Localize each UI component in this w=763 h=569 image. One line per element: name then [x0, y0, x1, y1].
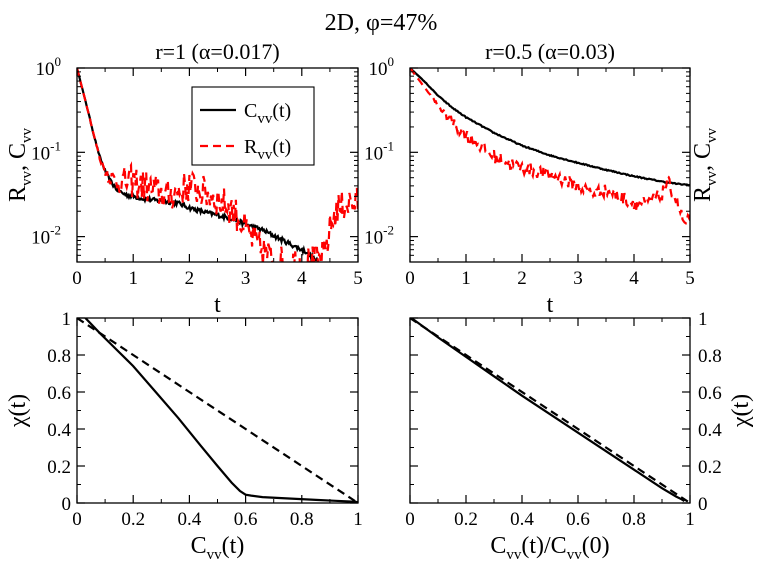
series-r-vv-t--line: [77, 68, 358, 262]
panel-bottom-left: 0 0.2 0.4 0.6 0.8 1 0 0.2 0.4 0.6 0.8 1 Cvv(t) χ(t): [5, 309, 363, 563]
y-tick-label: 1: [698, 309, 708, 330]
y-tick-label: 0.6: [47, 383, 71, 404]
x-tick-label: 1: [128, 268, 138, 289]
x-axis-label: Cvv(t)/Cvv(0): [490, 533, 609, 563]
panel-top-left: 0 1 2 3 4 5 100 10-1 10-2 r=1 (α=0.017) t Rvv, Cvv C…: [5, 39, 363, 318]
x-tick-label: 3: [573, 268, 583, 289]
x-tick-label: 4: [297, 268, 307, 289]
plot-frame: [409, 67, 691, 263]
y-axis-label: χ(t): [728, 394, 754, 428]
y-tick-label: 100: [36, 54, 62, 80]
x-tick-label: 0.6: [566, 509, 590, 530]
x-tick-label: 0.4: [510, 509, 534, 530]
x-tick-label: 0.4: [178, 509, 202, 530]
x-tick-label: 2: [185, 268, 195, 289]
figure-title: 2D, φ=47%: [325, 10, 438, 36]
x-tick-label: 0.8: [622, 509, 646, 530]
x-tick-label: 1: [685, 509, 695, 530]
y-tick-label: 10-2: [364, 223, 394, 249]
legend-label: Rvv(t): [244, 136, 291, 163]
y-tick-label: 10-1: [364, 138, 394, 164]
y-tick-label: 0.2: [698, 457, 722, 478]
plot-frame: [409, 317, 691, 504]
y-tick-label: 10-1: [31, 138, 61, 164]
x-tick-label: 4: [629, 268, 639, 289]
panel-title: r=1 (α=0.017): [155, 39, 279, 64]
y-tick-label: 100: [369, 54, 395, 80]
x-tick-label: 5: [353, 268, 363, 289]
panel-top-right: 0 1 2 3 4 5 100 10-1 10-2 r=0.5 (α=0.03) t Rvv, Cvv: [364, 39, 720, 318]
y-tick-label: 0.6: [698, 383, 722, 404]
legend-label: Cvv(t): [244, 100, 291, 127]
series-c-vv-t--line: [77, 68, 320, 262]
panel-title: r=0.5 (α=0.03): [485, 39, 615, 64]
series-c-vv-t--line: [410, 68, 690, 187]
y-tick-label: 0.4: [698, 420, 722, 441]
series-chi-t--line: [84, 318, 358, 503]
x-tick-label: 0: [72, 268, 82, 289]
panel-bottom-right: 0 0.2 0.4 0.6 0.8 100.20.40.60.81Cvv(t)/Cvv(0…: [405, 309, 754, 563]
x-tick-label: 0: [72, 509, 82, 530]
x-tick-label: 0.2: [454, 509, 478, 530]
series-reference-line: [410, 318, 690, 503]
x-tick-label: 0: [405, 268, 415, 289]
y-tick-label: 10-2: [31, 223, 61, 249]
x-tick-label: 0: [405, 509, 415, 530]
y-tick-label: 1: [62, 309, 72, 330]
y-tick-label: 0.2: [47, 457, 71, 478]
y-axis-label: Rvv, Cvv: [690, 127, 720, 202]
x-axis-label: t: [214, 292, 221, 318]
x-tick-label: 1: [353, 509, 363, 530]
y-tick-label: 0.8: [698, 346, 722, 367]
y-axis-label: χ(t): [5, 394, 31, 428]
y-tick-label: 0.8: [47, 346, 71, 367]
y-tick-label: 0: [698, 494, 708, 515]
x-tick-label: 5: [685, 268, 695, 289]
plot-frame: [76, 317, 359, 504]
legend-box: [191, 86, 315, 166]
series-chi-t--line: [410, 318, 685, 503]
x-axis-label: t: [547, 292, 554, 318]
x-tick-label: 0.8: [290, 509, 314, 530]
x-tick-label: 2: [517, 268, 527, 289]
y-tick-label: 0: [62, 494, 72, 515]
x-tick-label: 1: [461, 268, 471, 289]
y-axis-label: Rvv, Cvv: [5, 127, 35, 202]
x-axis-label: Cvv(t): [191, 533, 245, 563]
series-r-vv-t--line: [410, 68, 690, 226]
x-tick-label: 0.2: [121, 509, 145, 530]
y-tick-label: 0.4: [47, 420, 71, 441]
x-tick-label: 3: [241, 268, 251, 289]
x-tick-label: 0.6: [234, 509, 258, 530]
series-reference-line: [77, 318, 358, 503]
